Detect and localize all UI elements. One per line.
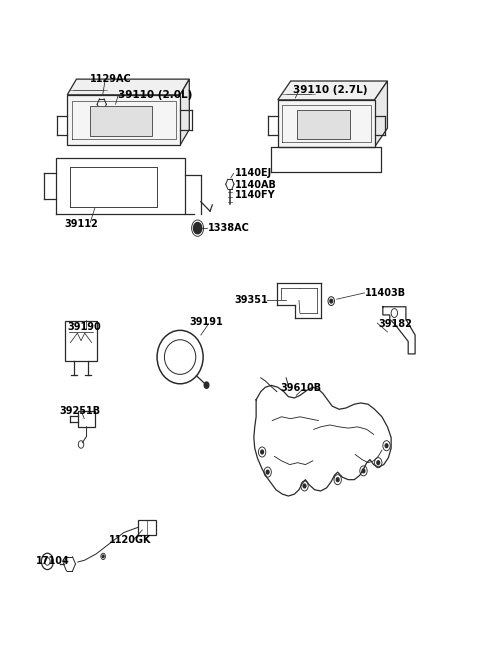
Bar	[90, 106, 152, 136]
Polygon shape	[67, 95, 180, 145]
Polygon shape	[278, 100, 374, 147]
Text: 1140EJ: 1140EJ	[234, 168, 272, 178]
Circle shape	[336, 477, 339, 481]
Circle shape	[377, 461, 380, 464]
Text: 39351: 39351	[234, 295, 268, 305]
Circle shape	[102, 555, 104, 557]
Bar	[297, 110, 350, 139]
Text: 39110 (2.0L): 39110 (2.0L)	[118, 90, 192, 100]
Text: 39190: 39190	[67, 322, 101, 333]
Bar	[138, 520, 156, 535]
Text: 1338AC: 1338AC	[208, 223, 250, 233]
Polygon shape	[278, 81, 387, 100]
Bar	[65, 320, 97, 362]
Circle shape	[204, 382, 209, 388]
Text: 39191: 39191	[189, 318, 223, 328]
Text: 1140AB: 1140AB	[234, 179, 276, 190]
Circle shape	[193, 223, 202, 234]
Text: 1140FY: 1140FY	[234, 191, 275, 200]
Bar	[78, 411, 96, 427]
Polygon shape	[180, 79, 189, 145]
Text: 39182: 39182	[378, 320, 412, 329]
Circle shape	[330, 299, 333, 303]
Text: 39110 (2.7L): 39110 (2.7L)	[293, 84, 368, 95]
Circle shape	[261, 450, 264, 454]
Polygon shape	[67, 79, 189, 95]
Text: 39610B: 39610B	[280, 383, 322, 394]
Text: 39251B: 39251B	[59, 405, 100, 415]
Circle shape	[266, 470, 269, 474]
Text: 1120GK: 1120GK	[108, 535, 151, 545]
Circle shape	[303, 484, 306, 488]
Circle shape	[362, 469, 365, 473]
Polygon shape	[374, 81, 387, 147]
Text: 39112: 39112	[64, 219, 98, 229]
Text: 1129AC: 1129AC	[90, 74, 132, 84]
Circle shape	[385, 444, 388, 447]
Text: 11403B: 11403B	[365, 288, 407, 298]
Text: 17104: 17104	[36, 556, 70, 567]
